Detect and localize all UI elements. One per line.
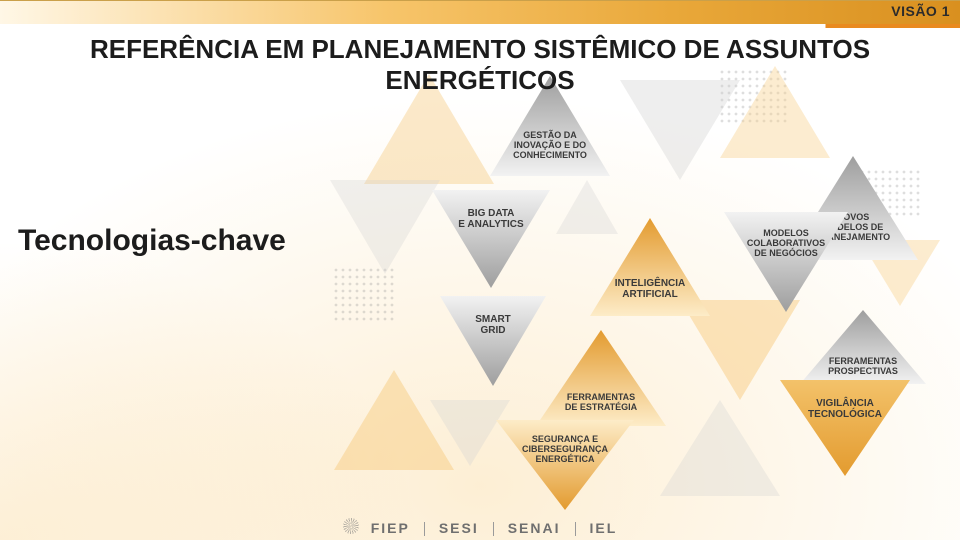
footer-logo-senai: SENAI (508, 520, 561, 536)
triangle-inteligencia: INTELIGÊNCIAARTIFICIAL (590, 218, 710, 316)
page-title: REFERÊNCIA EM PLANEJAMENTO SISTÊMICO DE … (0, 34, 960, 96)
triangle-seguranca: SEGURANÇA ECIBERSEGURANÇAENERGÉTICA (496, 420, 634, 510)
footer-logo-sesi: SESI (439, 520, 479, 536)
subtitle: Tecnologias-chave (18, 224, 286, 258)
triangle-label-gestao-inovacao: GESTÃO DAINOVAÇÃO E DOCONHECIMENTO (490, 130, 610, 160)
vision-tag: VISÃO 1 (891, 3, 950, 19)
footer-logo-fiep: FIEP (371, 520, 410, 536)
triangle-smart-grid: SMARTGRID (440, 296, 546, 386)
triangle-label-big-data: BIG DATAE ANALYTICS (432, 208, 550, 230)
triangle-big-data: BIG DATAE ANALYTICS (432, 190, 550, 288)
triangle-label-ferr-prospect: FERRAMENTASPROSPECTIVAS (800, 356, 926, 376)
triangle-label-smart-grid: SMARTGRID (440, 314, 546, 336)
footer-burst-icon (343, 518, 359, 534)
footer-logo-iel: IEL (590, 520, 618, 536)
footer-logos: FIEP SESI SENAI IEL (0, 518, 960, 536)
title-text: REFERÊNCIA EM PLANEJAMENTO SISTÊMICO DE … (0, 34, 960, 96)
header-bar: VISÃO 1 (0, 0, 960, 24)
footer-separator (424, 522, 425, 536)
triangle-label-modelos-colab: MODELOSCOLABORATIVOSDE NEGÓCIOS (724, 228, 848, 258)
triangle-label-inteligencia: INTELIGÊNCIAARTIFICIAL (590, 278, 710, 300)
triangle-modelos-colab: MODELOSCOLABORATIVOSDE NEGÓCIOS (724, 212, 848, 312)
bg-triangle (660, 400, 780, 496)
subtitle-text: Tecnologias-chave (18, 224, 286, 258)
infographic-diagram: GESTÃO DAINOVAÇÃO E DOCONHECIMENTO BIG D… (300, 70, 960, 500)
footer-separator (493, 522, 494, 536)
triangle-ferr-estrategia: FERRAMENTASDE ESTRATÉGIA (536, 330, 666, 426)
header-accent-line (0, 24, 960, 28)
triangle-label-seguranca: SEGURANÇA ECIBERSEGURANÇAENERGÉTICA (496, 434, 634, 464)
dot-grid-decoration (334, 268, 398, 329)
footer-separator (575, 522, 576, 536)
triangle-label-vigilancia: VIGILÂNCIATECNOLÓGICA (780, 398, 910, 420)
triangle-label-ferr-estrategia: FERRAMENTASDE ESTRATÉGIA (536, 392, 666, 412)
bg-triangle (330, 180, 440, 274)
triangle-ferr-prospect: FERRAMENTASPROSPECTIVAS (800, 310, 926, 384)
triangle-vigilancia: VIGILÂNCIATECNOLÓGICA (780, 380, 910, 476)
